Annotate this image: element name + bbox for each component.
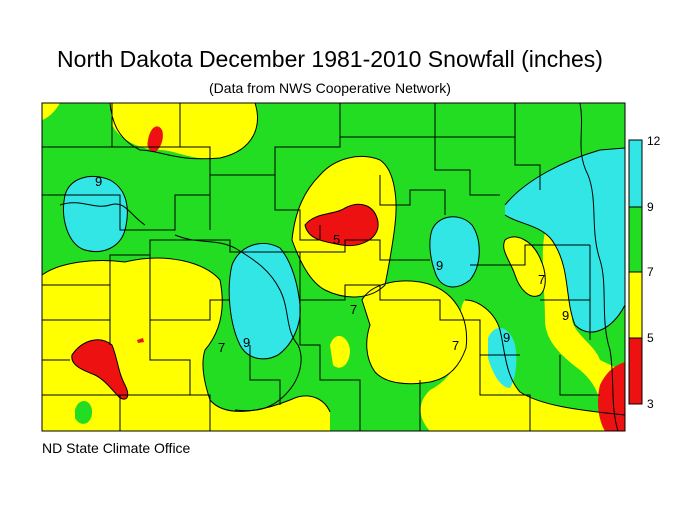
map-frame [41, 102, 626, 432]
contour-label: 7 [350, 302, 357, 317]
contour-label: 7 [538, 272, 545, 287]
snow-zone-9-12-north-central [429, 216, 480, 287]
legend-band-7-9 [628, 206, 643, 273]
map-subtitle: (Data from NWS Cooperative Network) [209, 80, 451, 96]
snow-zone-5-7-southeast [420, 300, 625, 431]
contour-label: 7 [218, 340, 225, 355]
contour-label: 9 [436, 258, 443, 273]
contour-label: 9 [243, 335, 250, 350]
footer-credit: ND State Climate Office [42, 440, 191, 456]
legend-tick: 7 [647, 265, 654, 279]
legend-tick: 12 [647, 134, 661, 148]
contour-label: 9 [562, 308, 569, 323]
contour-label: 9 [503, 330, 510, 345]
legend-tick: 3 [647, 397, 654, 411]
snow-zone-5-7-small [330, 335, 350, 368]
contour-label: 7 [452, 338, 459, 353]
legend-tick: 5 [647, 331, 654, 345]
snow-zone-9-12-red-river [505, 148, 625, 333]
snow-zone-7-9-island [75, 401, 93, 424]
legend-band-9-12 [628, 139, 643, 208]
snow-zone-3-5-central [305, 204, 379, 246]
snow-zone-3-5-southwest [71, 339, 128, 400]
legend-band-5-7 [628, 271, 643, 339]
map-title: North Dakota December 1981-2010 Snowfall… [57, 46, 603, 72]
contour-label: 9 [95, 174, 102, 189]
snow-zone-9-12-west-central [229, 243, 301, 359]
legend-colorbar [628, 139, 643, 405]
snow-zone-5-7-nw-corner [42, 103, 60, 120]
snow-zone-5-7-east [503, 236, 546, 297]
legend-band-3-5 [628, 337, 643, 405]
legend-tick: 9 [647, 200, 654, 214]
snow-zone-3-5-north [147, 126, 163, 152]
snow-zone-3-5-southeast [597, 362, 625, 431]
snow-zone-3-5-dot [137, 338, 144, 343]
snow-zone-5-7-north [110, 103, 258, 159]
contour-label: 5 [333, 232, 340, 247]
